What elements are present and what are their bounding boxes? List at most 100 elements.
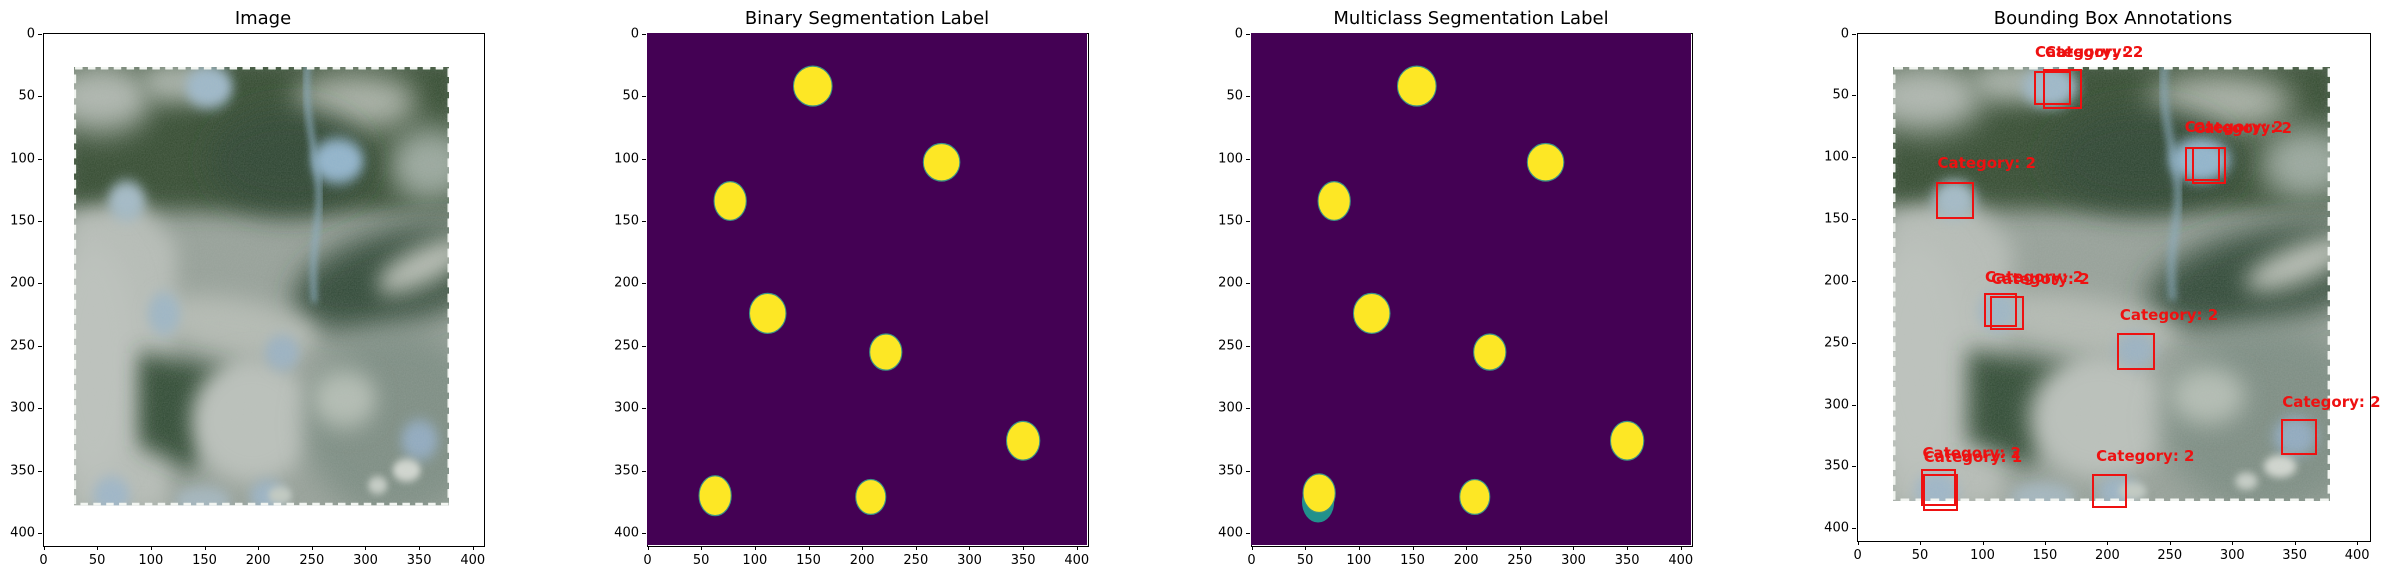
x-tick-mark: [2357, 541, 2359, 545]
x-tick-mark: [1857, 541, 1859, 545]
y-tick-label: 250: [1824, 335, 1849, 351]
x-tick-mark: [2107, 541, 2109, 545]
y-tick-label: 200: [1218, 275, 1243, 291]
x-tick-mark: [204, 546, 206, 550]
x-tick-mark: [258, 546, 260, 550]
bounding-box-label: Category: 2: [2119, 305, 2219, 324]
seg-blob: [792, 65, 833, 107]
seg-blob: [855, 478, 887, 516]
y-tick-mark: [1852, 466, 1856, 468]
bounding-box-label: Category: 1: [1923, 448, 2023, 467]
seg-blob: [698, 475, 732, 517]
y-tick-label: 250: [614, 338, 639, 354]
y-tick-label: 0: [1234, 26, 1243, 42]
x-tick-label: 50: [88, 553, 106, 568]
y-tick-mark: [642, 470, 646, 472]
x-tick-mark: [1680, 546, 1682, 550]
seg-blob: [1526, 142, 1565, 182]
x-tick-mark: [969, 546, 971, 550]
x-tick-label: 150: [1400, 553, 1425, 568]
x-tick-mark: [2169, 541, 2171, 545]
x-tick-label: 400: [1064, 553, 1090, 568]
x-tick-label: 250: [903, 553, 929, 568]
y-tick-mark: [38, 345, 42, 347]
segmentation-background: [1251, 33, 1691, 545]
y-tick-mark: [642, 96, 646, 98]
multiclass-seg-svg: [1251, 33, 1691, 545]
x-tick-label: 300: [957, 553, 982, 568]
y-tick-label: 300: [10, 400, 35, 416]
y-tick-label: 100: [10, 151, 35, 166]
y-tick-mark: [1852, 528, 1856, 530]
y-tick-mark: [1246, 158, 1250, 160]
x-tick-label: 150: [192, 553, 217, 568]
y-tick-mark: [1246, 533, 1250, 535]
bounding-box: [2034, 70, 2071, 106]
y-tick-mark: [38, 220, 42, 222]
y-tick-label: 50: [1832, 87, 1849, 103]
x-tick-mark: [1466, 546, 1468, 550]
bounding-box: [2192, 147, 2226, 185]
x-tick-mark: [1076, 546, 1078, 550]
x-tick-label: 250: [299, 553, 325, 568]
x-tick-mark: [419, 546, 421, 550]
bounding-box: [2117, 332, 2155, 370]
x-tick-mark: [1023, 546, 1025, 550]
bounding-box-label: Category: 2: [2034, 42, 2134, 61]
seg-blob: [1302, 473, 1336, 514]
x-tick-label: 200: [1453, 553, 1479, 568]
x-tick-mark: [647, 546, 649, 550]
y-tick-label: 350: [614, 463, 639, 479]
x-tick-mark: [311, 546, 313, 550]
y-tick-mark: [642, 408, 646, 410]
subplot-title-multiclass: Multiclass Segmentation Label: [1333, 8, 1609, 29]
y-tick-label: 200: [614, 275, 639, 291]
y-tick-label: 0: [1840, 26, 1849, 42]
subplot-title-image: Image: [234, 8, 292, 29]
bounding-box: [2092, 473, 2128, 509]
y-tick-label: 150: [1218, 213, 1243, 229]
bounding-box-label: Category: 2: [1985, 267, 2084, 286]
x-tick-mark: [150, 546, 152, 550]
x-tick-label: 150: [796, 553, 821, 568]
y-tick-label: 0: [26, 26, 35, 42]
y-tick-mark: [38, 96, 42, 98]
y-tick-label: 200: [1824, 273, 1849, 289]
bounding-box: [1989, 295, 2024, 331]
x-tick-mark: [808, 546, 810, 550]
x-tick-mark: [1519, 546, 1521, 550]
seg-blob: [748, 292, 787, 334]
x-tick-mark: [97, 546, 99, 550]
subplot-title-binary: Binary Segmentation Label: [744, 8, 990, 29]
y-tick-mark: [38, 158, 42, 160]
y-tick-label: 350: [10, 463, 35, 479]
y-tick-label: 350: [1218, 463, 1243, 479]
x-tick-mark: [2044, 541, 2046, 545]
y-tick-mark: [1246, 283, 1250, 285]
y-tick-mark: [642, 220, 646, 222]
x-tick-mark: [1573, 546, 1575, 550]
x-tick-label: 150: [2032, 548, 2058, 563]
x-tick-label: 100: [1970, 548, 1995, 563]
y-tick-mark: [38, 283, 42, 285]
y-tick-label: 250: [1218, 338, 1243, 354]
y-tick-label: 300: [1218, 400, 1243, 416]
bounding-box-label: Category: 2: [2096, 446, 2195, 465]
seg-blob: [1352, 292, 1391, 334]
y-tick-mark: [38, 470, 42, 472]
bounding-box: [1983, 293, 2018, 327]
y-tick-mark: [1852, 219, 1856, 221]
seg-blob: [713, 180, 747, 221]
y-tick-mark: [1852, 95, 1856, 97]
x-tick-mark: [2294, 541, 2296, 545]
y-tick-mark: [642, 158, 646, 160]
x-tick-mark: [43, 546, 45, 550]
bounding-box-label: Category: 2: [1922, 444, 2021, 463]
seg-blob: [1459, 478, 1491, 516]
y-tick-label: 50: [622, 88, 639, 104]
x-tick-label: 350: [406, 553, 432, 568]
aerial-image-svg: [74, 67, 450, 505]
bounding-box: [1922, 473, 1958, 511]
aerial-patch-image: [74, 67, 450, 505]
